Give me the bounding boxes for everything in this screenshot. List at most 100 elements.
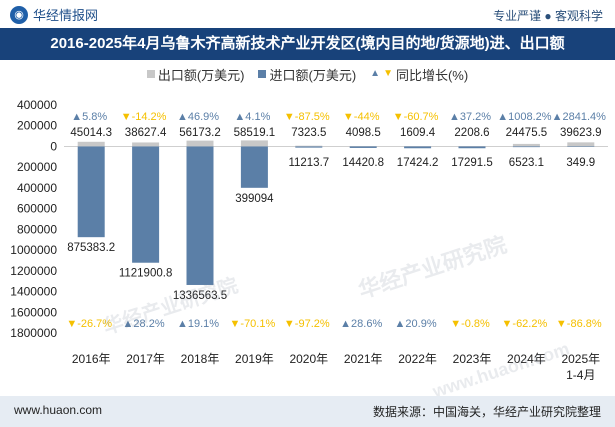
legend-import-swatch — [258, 70, 267, 78]
export-growth-label: ▼-44% — [343, 111, 380, 123]
import-growth-label: ▼-62.2% — [502, 318, 548, 330]
y-tick-label: 1200000 — [10, 264, 57, 278]
import-value-label: 17291.5 — [451, 157, 493, 169]
import-value-label: 349.9 — [566, 157, 595, 169]
import-value-label: 6523.1 — [509, 157, 544, 169]
y-tick-label: 1400000 — [10, 285, 57, 299]
import-growth-label: ▲28.2% — [123, 318, 165, 330]
import-bar — [567, 146, 595, 147]
import-value-label: 14420.8 — [342, 157, 384, 169]
export-bar — [512, 143, 540, 147]
import-value-label: 1336563.5 — [173, 290, 227, 302]
import-value-label: 399094 — [235, 193, 274, 205]
export-bar — [349, 146, 377, 147]
export-value-label: 2208.6 — [454, 127, 489, 139]
export-value-label: 4098.5 — [346, 127, 381, 139]
x-tick-label: 2024年 — [507, 352, 546, 366]
y-tick-label: 0 — [50, 139, 57, 153]
legend-import: 进口额(万美元) — [258, 65, 356, 84]
x-tick-label: 2017年 — [126, 352, 165, 366]
import-growth-label: ▼-0.8% — [450, 318, 490, 330]
import-bar — [404, 146, 432, 149]
y-tick-label: 400000 — [17, 181, 57, 195]
export-bar — [240, 140, 268, 147]
export-growth-label: ▼-87.5% — [284, 111, 330, 123]
export-value-label: 45014.3 — [70, 127, 112, 139]
export-growth-label: ▲2841.4% — [552, 111, 607, 123]
import-value-label: 17424.2 — [397, 157, 439, 169]
y-tick-label: 1600000 — [10, 305, 57, 319]
export-bar — [567, 142, 595, 147]
export-growth-label: ▲4.1% — [234, 111, 270, 123]
import-value-label: 875383.2 — [67, 242, 115, 254]
x-tick-label: 2020年 — [289, 352, 328, 366]
chart-canvas: 400000 200000 0 200000 400000 600000 800000 100… — [10, 98, 608, 382]
import-bar — [295, 146, 323, 148]
import-growth-label: ▼-70.1% — [230, 318, 276, 330]
x-tick-sublabel: 1-4月 — [566, 368, 595, 382]
y-tick-label: 800000 — [17, 222, 57, 236]
import-growth-label: ▲19.1% — [177, 318, 219, 330]
brand: ◉ 华经情报网 — [10, 5, 98, 24]
export-bar — [132, 142, 160, 147]
y-tick-label: 1800000 — [10, 326, 57, 340]
y-tick-label: 200000 — [17, 119, 57, 133]
import-growth-label: ▲20.9% — [395, 318, 437, 330]
import-bar — [77, 146, 105, 238]
import-bar — [186, 146, 214, 285]
import-value-label: 11213.7 — [288, 157, 329, 169]
import-bar — [240, 146, 268, 188]
triangle-up-icon: ▲ — [370, 68, 381, 79]
legend-export: 出口额(万美元) — [146, 65, 245, 84]
import-growth-label: ▼-26.7% — [66, 318, 112, 330]
y-tick-label: 1000000 — [10, 243, 57, 257]
x-tick-label: 2021年 — [344, 352, 383, 366]
tagline: 专业严谨 ● 客观科学 — [493, 9, 603, 23]
x-tick-label: 2016年 — [72, 352, 111, 366]
x-tick-label: 2023年 — [453, 352, 492, 366]
import-growth-label: ▼-86.8% — [556, 318, 602, 330]
legend-export-label: 出口额(万美元) — [157, 67, 245, 83]
export-bar — [295, 145, 323, 147]
top-bar: ◉ 华经情报网 专业严谨 ● 客观科学 — [0, 0, 615, 28]
export-value-label: 7323.5 — [291, 127, 326, 139]
export-growth-label: ▲1008.2% — [497, 111, 552, 123]
import-bar — [132, 146, 160, 263]
export-value-label: 24475.5 — [506, 127, 548, 139]
import-value-label: 1121900.8 — [119, 268, 173, 280]
import-bar — [349, 146, 377, 148]
export-value-label: 1609.4 — [400, 127, 436, 139]
import-growth-label: ▲28.6% — [340, 318, 382, 330]
export-growth-label: ▲46.9% — [177, 111, 219, 123]
export-growth-label: ▼-14.2% — [121, 111, 167, 123]
export-bar — [77, 141, 105, 147]
export-value-label: 56173.2 — [179, 127, 221, 139]
x-tick-label: 2019年 — [235, 352, 274, 366]
x-tick-label: 2018年 — [181, 352, 220, 366]
footer-source: 数据来源：中国海关，华经产业研究院整理 — [372, 405, 601, 419]
x-tick-label: 2022年 — [398, 352, 437, 366]
x-tick-label: 2025年 — [561, 352, 600, 366]
export-value-label: 39623.9 — [560, 127, 602, 139]
export-growth-label: ▼-60.7% — [393, 111, 439, 123]
export-bar — [186, 140, 214, 147]
export-value-label: 58519.1 — [234, 127, 276, 139]
export-value-label: 38627.4 — [125, 127, 167, 139]
import-bar — [512, 146, 540, 148]
y-tick-label: 600000 — [17, 202, 57, 216]
import-bar — [458, 146, 486, 149]
chart-title: 2016-2025年4月乌鲁木齐高新技术产业开发区(境内目的地/货源地)进、出口… — [0, 28, 615, 60]
export-growth-label: ▲37.2% — [449, 111, 491, 123]
triangle-down-icon: ▼ — [383, 68, 393, 79]
export-growth-label: ▲5.8% — [71, 111, 107, 123]
y-tick-label: 400000 — [17, 98, 57, 112]
legend-growth-label: 同比增长(%) — [395, 67, 469, 83]
chart-legend: 出口额(万美元) 进口额(万美元) ▲ ▼ 同比增长(%) — [0, 65, 615, 84]
footer: www.huaon.com 数据来源：中国海关，华经产业研究院整理 — [0, 396, 615, 427]
y-tick-label: 200000 — [17, 160, 57, 174]
huajing-logo-icon: ◉ — [10, 5, 28, 24]
legend-import-label: 进口额(万美元) — [269, 67, 357, 83]
brand-name: 华经情报网 — [33, 8, 99, 23]
legend-export-swatch — [146, 70, 155, 78]
legend-growth: ▲ ▼ 同比增长(%) — [370, 65, 468, 84]
